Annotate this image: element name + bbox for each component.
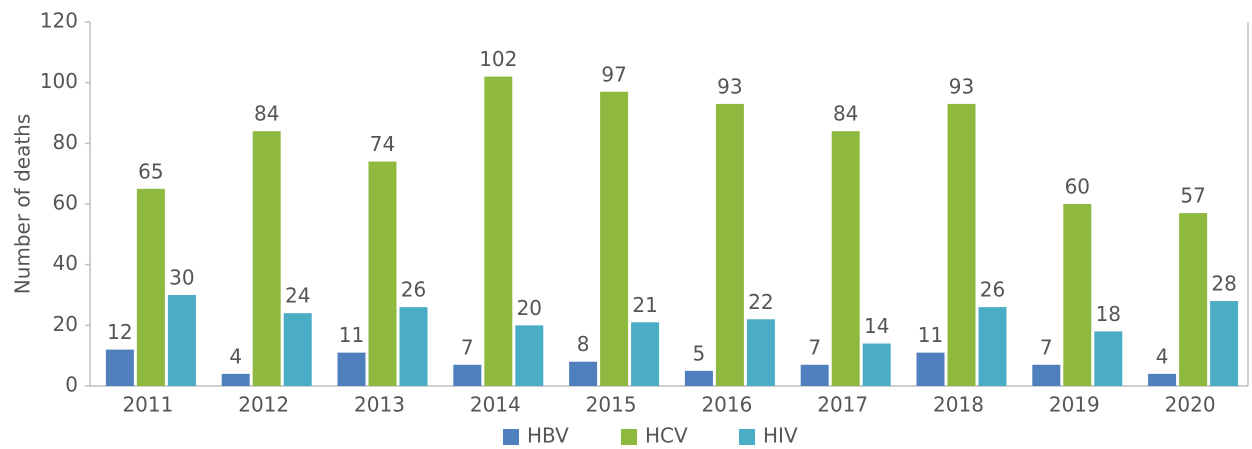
data-label: 30 (169, 266, 194, 290)
bar (368, 161, 397, 386)
legend-swatch (739, 429, 755, 445)
data-label: 74 (370, 132, 395, 156)
data-label: 93 (717, 74, 742, 98)
data-label: 84 (254, 102, 279, 126)
bar (715, 103, 744, 387)
data-label: 28 (1211, 272, 1236, 296)
x-tick-label: 2016 (701, 393, 752, 417)
bar (1148, 373, 1177, 386)
data-label: 93 (949, 74, 974, 98)
legend-label: HIV (763, 424, 798, 448)
y-tick-label: 0 (65, 373, 78, 397)
x-tick-label: 2017 (817, 393, 868, 417)
data-label: 26 (980, 278, 1005, 302)
bar (105, 349, 134, 386)
bar (167, 295, 196, 386)
bar (221, 373, 250, 386)
data-label: 21 (632, 293, 657, 317)
data-label: 57 (1180, 184, 1205, 208)
data-label: 22 (748, 290, 773, 314)
data-label: 7 (1040, 335, 1053, 359)
bar (862, 343, 891, 386)
data-label: 8 (577, 332, 590, 356)
data-label: 65 (138, 159, 163, 183)
bar (947, 103, 976, 387)
data-label: 60 (1065, 175, 1090, 199)
data-label: 11 (918, 323, 943, 347)
x-tick-label: 2012 (238, 393, 289, 417)
bar (252, 131, 281, 386)
x-tick-label: 2020 (1165, 393, 1216, 417)
bar (831, 131, 860, 386)
data-label: 26 (401, 278, 426, 302)
legend-swatch (621, 429, 637, 445)
bar (1210, 301, 1239, 386)
data-label: 102 (479, 47, 517, 71)
y-axis-label: Number of deaths (11, 114, 35, 295)
y-tick-label: 100 (40, 69, 78, 93)
data-label: 84 (833, 102, 858, 126)
data-label: 24 (285, 284, 310, 308)
x-tick-label: 2015 (586, 393, 637, 417)
bar (337, 352, 366, 386)
legend-swatch (503, 429, 519, 445)
bar (136, 188, 165, 386)
bar (1179, 213, 1208, 386)
data-label: 4 (229, 344, 242, 368)
legend-label: HBV (527, 424, 569, 448)
x-tick-label: 2018 (933, 393, 984, 417)
bar (978, 307, 1007, 386)
bar (515, 325, 544, 386)
bar (484, 76, 513, 386)
bar (569, 361, 598, 386)
x-tick-label: 2014 (470, 393, 521, 417)
x-tick-label: 2013 (354, 393, 405, 417)
y-tick-label: 120 (40, 9, 78, 33)
bar (746, 319, 775, 386)
bar (1094, 331, 1123, 386)
data-label: 18 (1096, 302, 1121, 326)
legend-label: HCV (645, 424, 688, 448)
bar (800, 364, 829, 386)
bar (283, 313, 312, 386)
bar (1063, 204, 1092, 386)
data-label: 20 (517, 296, 542, 320)
data-label: 14 (864, 314, 889, 338)
bar (399, 307, 428, 386)
bar (1032, 364, 1061, 386)
data-label: 12 (107, 320, 132, 344)
bar (453, 364, 482, 386)
bar (631, 322, 660, 386)
y-tick-label: 80 (53, 130, 78, 154)
data-label: 7 (461, 335, 474, 359)
bar (600, 91, 629, 387)
y-tick-label: 40 (53, 251, 78, 275)
data-label: 4 (1156, 344, 1169, 368)
x-tick-label: 2019 (1049, 393, 1100, 417)
bar (916, 352, 945, 386)
data-label: 7 (808, 335, 821, 359)
x-tick-label: 2011 (122, 393, 173, 417)
y-tick-label: 20 (53, 312, 78, 336)
data-label: 5 (693, 341, 706, 365)
data-label: 97 (601, 62, 626, 86)
data-label: 11 (339, 323, 364, 347)
bar (684, 370, 713, 386)
y-tick-label: 60 (53, 191, 78, 215)
